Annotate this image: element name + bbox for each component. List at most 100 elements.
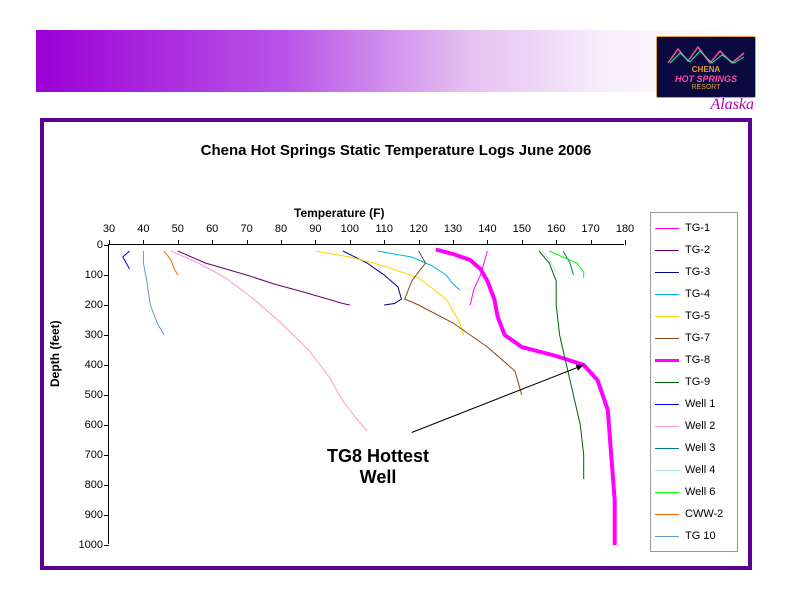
- legend-item-Well 6: Well 6: [655, 481, 733, 503]
- legend-label: TG 10: [685, 530, 716, 542]
- xtick: [556, 240, 557, 245]
- xtick-label: 140: [478, 223, 496, 235]
- annotation-line2: Well: [278, 467, 478, 488]
- xtick: [625, 240, 626, 245]
- plot-area: 3040506070809010011012013014015016017018…: [108, 244, 624, 544]
- xtick: [419, 240, 420, 245]
- xtick-label: 60: [206, 223, 218, 235]
- xtick-label: 150: [513, 223, 531, 235]
- xtick-label: 130: [444, 223, 462, 235]
- xtick: [350, 240, 351, 245]
- series-TG-8: [436, 250, 615, 546]
- series-TG-5: [315, 251, 463, 335]
- series-Well 3: [563, 251, 573, 275]
- ytick: [104, 365, 109, 366]
- ytick: [104, 515, 109, 516]
- ytick-label: 700: [71, 449, 103, 461]
- series-Well 2: [171, 251, 367, 431]
- legend-item-TG 10: TG 10: [655, 525, 733, 547]
- legend-swatch: [655, 536, 679, 537]
- ytick-label: 500: [71, 389, 103, 401]
- legend-swatch: [655, 514, 679, 515]
- legend-item-Well 2: Well 2: [655, 415, 733, 437]
- legend-swatch: [655, 250, 679, 251]
- xtick: [143, 240, 144, 245]
- legend-item-TG-3: TG-3: [655, 261, 733, 283]
- ytick-label: 900: [71, 509, 103, 521]
- xaxis-title: Temperature (F): [294, 206, 384, 220]
- series-CWW-2: [164, 251, 178, 275]
- series-Well 4: [542, 251, 556, 272]
- ytick-label: 200: [71, 299, 103, 311]
- annotation-line1: TG8 Hottest: [278, 446, 478, 467]
- xtick: [109, 240, 110, 245]
- legend-swatch: [655, 492, 679, 493]
- xtick: [522, 240, 523, 245]
- annotation-text: TG8 Hottest Well: [278, 446, 478, 488]
- legend-item-CWW-2: CWW-2: [655, 503, 733, 525]
- xtick-label: 160: [547, 223, 565, 235]
- legend-item-Well 3: Well 3: [655, 437, 733, 459]
- xtick-label: 100: [341, 223, 359, 235]
- xtick: [281, 240, 282, 245]
- xtick: [178, 240, 179, 245]
- series-TG 10: [143, 251, 164, 335]
- xtick-label: 30: [103, 223, 115, 235]
- xtick-label: 40: [137, 223, 149, 235]
- xtick: [384, 240, 385, 245]
- series-TG-2: [178, 251, 350, 305]
- logo-text-chena: CHENA: [692, 65, 720, 74]
- legend-item-Well 1: Well 1: [655, 393, 733, 415]
- xtick: [591, 240, 592, 245]
- legend-label: Well 4: [685, 464, 715, 476]
- ytick: [104, 395, 109, 396]
- ytick: [104, 425, 109, 426]
- ytick: [104, 335, 109, 336]
- legend-label: TG-3: [685, 266, 710, 278]
- ytick: [104, 455, 109, 456]
- xtick-label: 70: [240, 223, 252, 235]
- legend-label: Well 1: [685, 398, 715, 410]
- ytick-label: 100: [71, 269, 103, 281]
- xtick-label: 180: [616, 223, 634, 235]
- xtick-label: 110: [375, 223, 393, 235]
- legend-swatch: [655, 338, 679, 339]
- legend-label: TG-9: [685, 376, 710, 388]
- xtick: [212, 240, 213, 245]
- legend-swatch: [655, 316, 679, 317]
- legend-label: Well 2: [685, 420, 715, 432]
- legend-label: TG-7: [685, 332, 710, 344]
- legend: TG-1 TG-2 TG-3 TG-4 TG-5 TG-7 TG-8 TG-9 Well 1 We…: [650, 212, 738, 552]
- legend-label: TG-8: [685, 354, 710, 366]
- series-svg: [109, 245, 625, 545]
- header-gradient: [36, 30, 756, 92]
- series-TG-3: [343, 251, 402, 305]
- xtick: [453, 240, 454, 245]
- legend-label: TG-2: [685, 244, 710, 256]
- ytick-label: 0: [71, 239, 103, 251]
- chart-title: Chena Hot Springs Static Temperature Log…: [44, 142, 748, 159]
- legend-item-Well 4: Well 4: [655, 459, 733, 481]
- ytick-label: 400: [71, 359, 103, 371]
- ytick-label: 800: [71, 479, 103, 491]
- chart-frame: Chena Hot Springs Static Temperature Log…: [40, 118, 752, 570]
- xtick-label: 120: [409, 223, 427, 235]
- ytick: [104, 275, 109, 276]
- legend-item-TG-8: TG-8: [655, 349, 733, 371]
- legend-swatch: [655, 404, 679, 405]
- legend-swatch: [655, 382, 679, 383]
- series-Well 1: [123, 251, 130, 269]
- annotation-arrowhead: [576, 365, 584, 371]
- legend-label: TG-1: [685, 222, 710, 234]
- ytick-label: 1000: [71, 539, 103, 551]
- series-Well 6: [549, 251, 583, 278]
- legend-label: TG-5: [685, 310, 710, 322]
- ytick-label: 600: [71, 419, 103, 431]
- legend-swatch: [655, 294, 679, 295]
- legend-swatch: [655, 359, 679, 362]
- legend-swatch: [655, 272, 679, 273]
- legend-item-TG-4: TG-4: [655, 283, 733, 305]
- xtick: [247, 240, 248, 245]
- legend-swatch: [655, 470, 679, 471]
- mountain-icon: [666, 43, 746, 65]
